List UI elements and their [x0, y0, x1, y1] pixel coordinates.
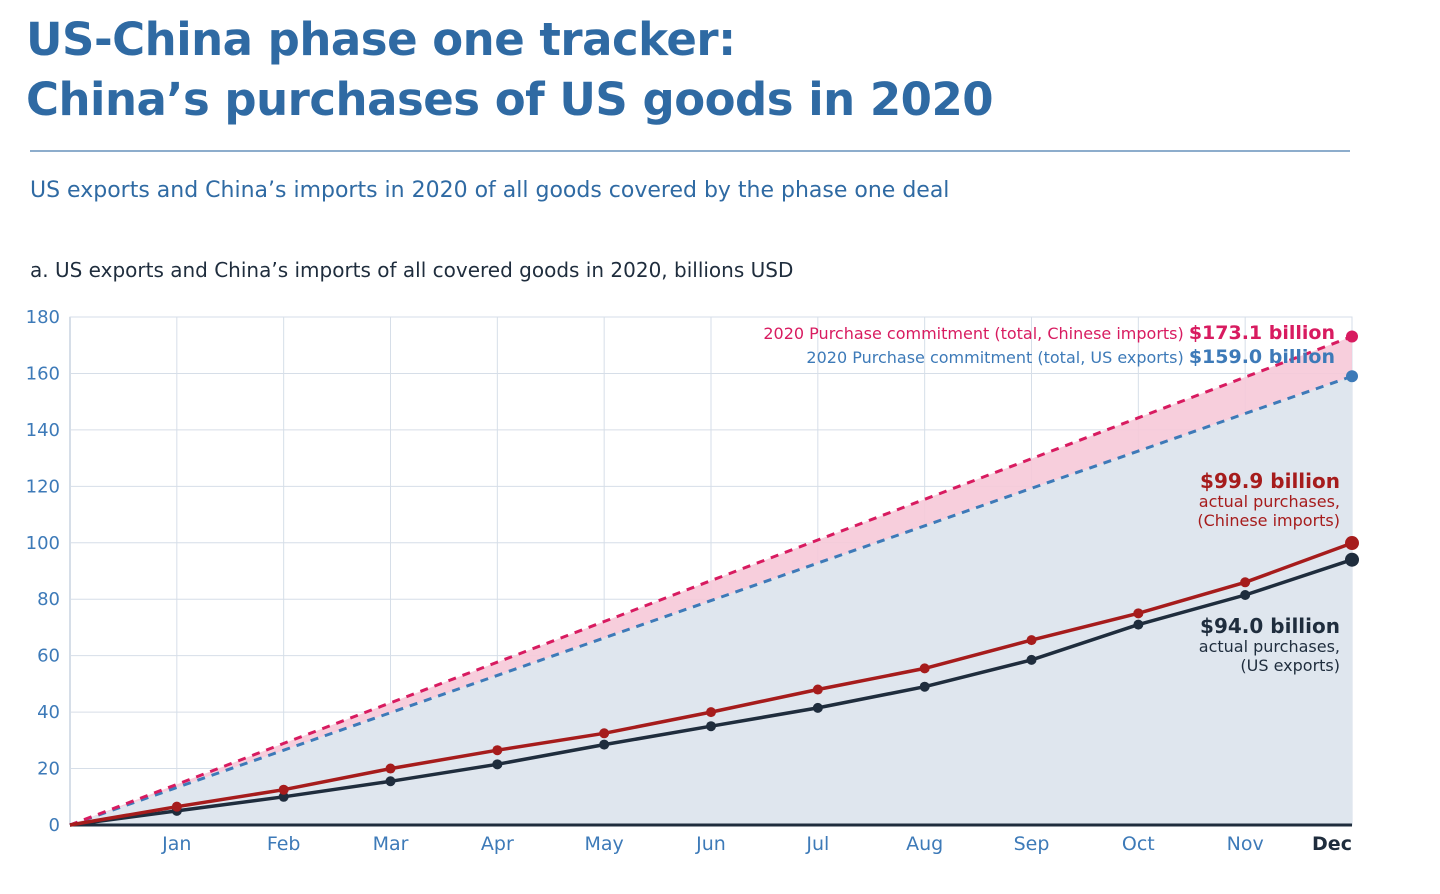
line-chart: 0 20 40 60 80 100 120 140 160 180 Jan Feb Mar Apr May J…	[26, 307, 1359, 855]
cn-actual-point	[1345, 536, 1359, 551]
x-tick-label-jan: Jan	[161, 833, 191, 855]
x-tick-label-mar: Mar	[373, 833, 409, 855]
cn-actual-point	[812, 684, 823, 695]
cn-actual-desc-1: actual purchases,	[1199, 492, 1340, 511]
title-divider	[30, 150, 1350, 152]
chart-title: a. US exports and China’s imports of all…	[30, 258, 794, 282]
cn-actual-point	[1240, 577, 1251, 588]
y-tick-label: 160	[26, 363, 60, 384]
us-actual-point	[278, 791, 289, 802]
y-tick-label: 0	[49, 815, 60, 836]
us-commitment-annotation-value: $159.0 billion	[1189, 346, 1335, 368]
us-commitment-line	[69, 374, 1353, 827]
cn-commitment-annotation-label-text: 2020 Purchase commitment (total, Chinese…	[763, 324, 1188, 343]
cn-commitment-annotation-value: $173.1 billion	[1189, 322, 1335, 344]
x-tick-label-sep: Sep	[1014, 833, 1050, 855]
y-tick-label: 20	[37, 759, 60, 780]
y-tick-label: 40	[37, 702, 60, 723]
title-line-1: US-China phase one tracker:	[26, 13, 736, 66]
us-actual-point	[599, 739, 610, 750]
y-tick-label: 80	[37, 589, 60, 610]
us-actual-point	[919, 681, 930, 692]
us-commitment-annotation-label: 2020 Purchase commitment (total, US expo…	[806, 346, 1335, 368]
us-actual-desc-1: actual purchases,	[1199, 637, 1340, 656]
x-tick-label-may: May	[585, 833, 624, 855]
y-tick-label: 180	[26, 307, 60, 328]
cn-actual-point	[278, 784, 289, 795]
cn-actual-desc-2: (Chinese imports)	[1197, 511, 1340, 530]
us-actual-point	[1345, 552, 1359, 567]
x-tick-label-feb: Feb	[267, 833, 301, 855]
commitment-gap-area	[70, 336, 1352, 825]
us-actual-point	[812, 702, 823, 713]
y-tick-label: 140	[26, 420, 60, 441]
cn-commitment-point	[1346, 330, 1358, 343]
cn-actual-value: $99.9 billion	[1200, 469, 1340, 493]
cn-actual-point	[1026, 635, 1037, 646]
cn-actual-point	[599, 728, 610, 739]
x-tick-label-nov: Nov	[1227, 833, 1264, 855]
cn-actual-point	[706, 707, 716, 718]
us-commitment-point	[1346, 370, 1358, 383]
cn-actual-point	[385, 763, 396, 774]
us-actual-point	[1026, 654, 1037, 665]
cn-commitment-line	[69, 335, 1353, 827]
cn-actual-point	[492, 745, 503, 756]
us-actual-desc-2: (US exports)	[1240, 656, 1340, 675]
us-actual-point	[492, 759, 503, 770]
x-tick-label-apr: Apr	[481, 833, 514, 855]
y-tick-label: 60	[37, 646, 60, 667]
us-actual-point	[385, 776, 396, 787]
x-tick-label-dec: Dec	[1312, 833, 1352, 855]
page-title: US-China phase one tracker: China’s purc…	[26, 10, 1346, 130]
x-tick-label-jun: Jun	[695, 833, 726, 855]
cn-actual-point	[919, 663, 930, 674]
title-line-2: China’s purchases of US goods in 2020	[26, 73, 994, 126]
us-commitment-annotation-label-text: 2020 Purchase commitment (total, US expo…	[806, 348, 1188, 367]
x-tick-label-jul: Jul	[805, 833, 829, 855]
x-tick-label-aug: Aug	[906, 833, 943, 855]
x-tick-label-oct: Oct	[1122, 833, 1155, 855]
cn-actual-point	[1133, 608, 1144, 619]
us-actual-value: $94.0 billion	[1200, 614, 1340, 638]
us-actual-point	[706, 721, 716, 732]
cn-commitment-annotation-label: 2020 Purchase commitment (total, Chinese…	[763, 322, 1335, 344]
us-actual-point	[1133, 619, 1144, 630]
y-tick-label: 120	[26, 476, 60, 497]
y-tick-label: 100	[26, 533, 60, 554]
us-actual-point	[1240, 589, 1251, 600]
cn-actual-point	[171, 801, 182, 812]
subtitle: US exports and China’s imports in 2020 o…	[30, 178, 950, 203]
